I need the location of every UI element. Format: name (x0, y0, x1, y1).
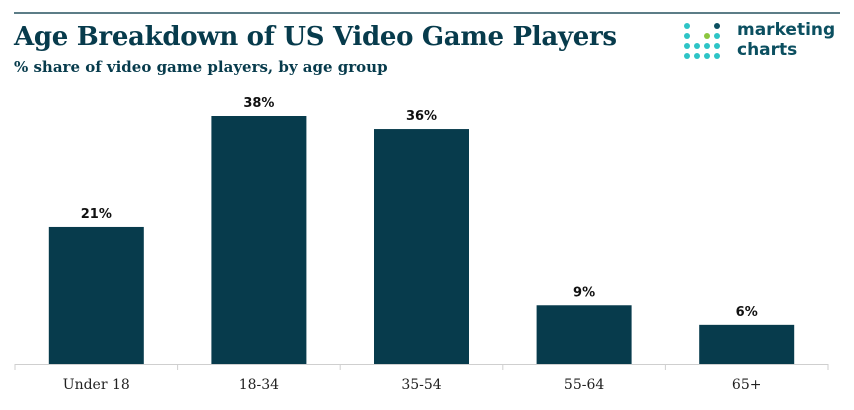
chart-subtitle: % share of video game players, by age gr… (14, 58, 388, 76)
value-label: 9% (573, 285, 595, 300)
bar-18-34 (211, 116, 307, 364)
category-label: 65+ (732, 377, 762, 393)
value-label: 21% (81, 207, 112, 222)
logo-dots-icon (684, 23, 720, 59)
value-labels-group: 21% 38% 36% 9% 6% (81, 96, 758, 320)
category-labels-group: Under 18 18-34 35-54 55-64 65+ (63, 377, 762, 393)
value-label: 36% (406, 109, 437, 124)
logo-text-line2: charts (737, 40, 798, 60)
bar-65- (699, 324, 795, 364)
bar-55-64 (536, 305, 632, 364)
category-label: 55-64 (564, 377, 604, 393)
top-rule (14, 12, 840, 14)
value-label: 6% (736, 305, 758, 320)
bars-group (48, 116, 795, 364)
category-label: Under 18 (63, 377, 130, 393)
bar-under-18 (48, 226, 144, 364)
logo-text: marketing charts (737, 20, 835, 60)
category-label: 18-34 (239, 377, 279, 393)
logo-text-line1: marketing (737, 20, 836, 40)
value-label: 38% (243, 96, 274, 111)
x-ticks-group (14, 364, 829, 370)
marketingcharts-logo: marketing charts (683, 20, 843, 65)
chart-title: Age Breakdown of US Video Game Players (14, 22, 617, 52)
bar-35-54 (374, 129, 469, 364)
category-label: 35-54 (401, 377, 441, 393)
